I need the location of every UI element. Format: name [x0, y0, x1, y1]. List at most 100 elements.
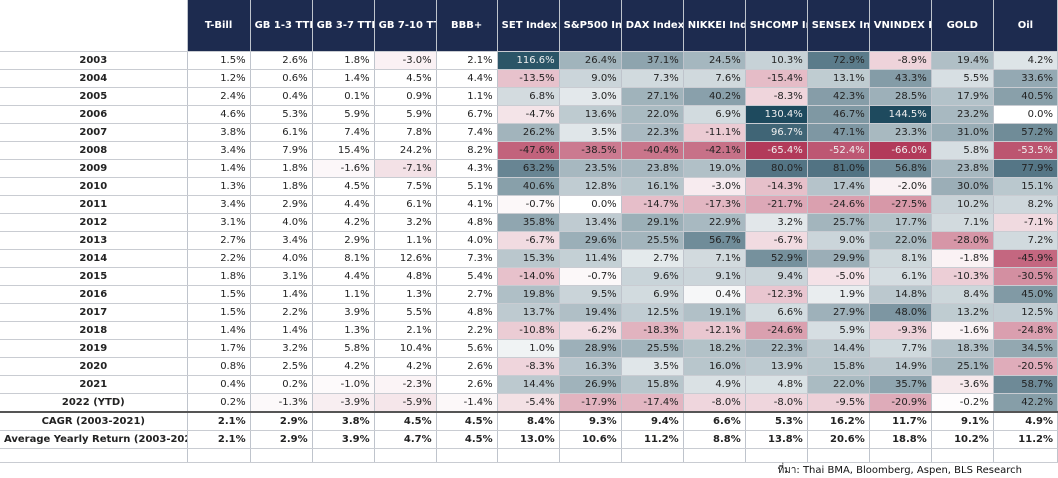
- cell-vnindex-index: 23.3%: [869, 123, 932, 142]
- cell-gb-1-3-ttm: 2.9%: [250, 430, 313, 449]
- cell-gb-7-10-ttm: 5.5%: [374, 303, 437, 322]
- cell-dax-index: 25.5%: [621, 339, 684, 358]
- cell-t-bill: 2.7%: [187, 231, 251, 250]
- cell-gb-3-7-ttm: 3.8%: [312, 411, 375, 431]
- cell-oil: 12.5%: [993, 303, 1058, 322]
- blank-cell: [436, 448, 498, 463]
- cell-gold: 25.1%: [931, 357, 994, 376]
- cell-nikkei-index: -12.1%: [683, 321, 746, 340]
- cell-shcomp-index: 130.4%: [745, 105, 808, 124]
- cell-nikkei-index: 19.0%: [683, 159, 746, 178]
- cell-gold: 8.4%: [931, 285, 994, 304]
- cell-s-p500-index: 0.0%: [559, 195, 622, 214]
- cell-oil: 58.7%: [993, 375, 1058, 394]
- cell-bbb: 4.8%: [436, 213, 498, 232]
- blank-cell: [312, 448, 375, 463]
- cell-t-bill: 1.5%: [187, 51, 251, 70]
- cell-gb-1-3-ttm: 4.0%: [250, 249, 313, 268]
- cell-gold: 19.4%: [931, 51, 994, 70]
- cell-vnindex-index: -2.0%: [869, 177, 932, 196]
- table-row: 2017 1.5% 2.2% 3.9% 5.5% 4.8% 13.7% 19.4% 12.5% 1…: [0, 303, 1058, 322]
- cell-set-index: 8.4%: [497, 411, 560, 431]
- cell-vnindex-index: 35.7%: [869, 375, 932, 394]
- table-row: 2022 (YTD) 0.2% -1.3% -3.9% -5.9% -1.4% -5.4% -…: [0, 393, 1058, 413]
- cell-nikkei-index: 19.1%: [683, 303, 746, 322]
- cell-dax-index: 37.1%: [621, 51, 684, 70]
- cell-oil: 8.2%: [993, 195, 1058, 214]
- cell-gb-3-7-ttm: 0.1%: [312, 87, 375, 106]
- cell-sensex-index: -52.4%: [807, 141, 870, 160]
- cell-gold: 10.2%: [931, 430, 994, 449]
- cell-set-index: 13.0%: [497, 430, 560, 449]
- cell-gb-7-10-ttm: 6.1%: [374, 195, 437, 214]
- cell-nikkei-index: -3.0%: [683, 177, 746, 196]
- table-row: 2009 1.4% 1.8% -1.6% -7.1% 4.3% 63.2% 23.5% 23.8…: [0, 159, 1058, 178]
- column-header-gb-1-3-ttm: GB 1-3 TTM: [250, 0, 313, 52]
- cell-gb-3-7-ttm: -3.9%: [312, 393, 375, 413]
- blank-cell: [683, 448, 746, 463]
- cell-vnindex-index: 14.9%: [869, 357, 932, 376]
- cell-set-index: 13.7%: [497, 303, 560, 322]
- cell-oil: 57.2%: [993, 123, 1058, 142]
- cell-gb-3-7-ttm: 7.4%: [312, 123, 375, 142]
- cell-s-p500-index: -38.5%: [559, 141, 622, 160]
- cell-oil: -7.1%: [993, 213, 1058, 232]
- cell-s-p500-index: 9.0%: [559, 69, 622, 88]
- cell-nikkei-index: 9.1%: [683, 267, 746, 286]
- cell-dax-index: 15.8%: [621, 375, 684, 394]
- cell-oil: 34.5%: [993, 339, 1058, 358]
- cell-sensex-index: -24.6%: [807, 195, 870, 214]
- cell-shcomp-index: -24.6%: [745, 321, 808, 340]
- cell-shcomp-index: 13.9%: [745, 357, 808, 376]
- cell-dax-index: 29.1%: [621, 213, 684, 232]
- cell-dax-index: 22.3%: [621, 123, 684, 142]
- cell-bbb: 4.5%: [436, 411, 498, 431]
- cell-gb-7-10-ttm: 4.7%: [374, 430, 437, 449]
- cell-nikkei-index: 56.7%: [683, 231, 746, 250]
- cell-oil: -45.9%: [993, 249, 1058, 268]
- cell-shcomp-index: 13.8%: [745, 430, 808, 449]
- blank-cell: [559, 448, 622, 463]
- cell-bbb: 5.1%: [436, 177, 498, 196]
- cell-shcomp-index: -15.4%: [745, 69, 808, 88]
- cell-s-p500-index: 11.4%: [559, 249, 622, 268]
- cell-bbb: 4.0%: [436, 231, 498, 250]
- cell-set-index: 116.6%: [497, 51, 560, 70]
- column-header-s-p500-index: S&P500 Index: [559, 0, 622, 52]
- blank-cell: [807, 448, 870, 463]
- table-row: 2010 1.3% 1.8% 4.5% 7.5% 5.1% 40.6% 12.8% 16.1% -…: [0, 177, 1058, 196]
- cell-t-bill: 1.3%: [187, 177, 251, 196]
- cell-gold: -1.8%: [931, 249, 994, 268]
- cell-vnindex-index: 22.0%: [869, 231, 932, 250]
- cell-gb-3-7-ttm: 1.8%: [312, 51, 375, 70]
- row-year-label: 2009: [0, 159, 188, 178]
- cell-dax-index: -14.7%: [621, 195, 684, 214]
- cell-t-bill: 1.7%: [187, 339, 251, 358]
- blank-row: [0, 448, 1058, 463]
- table-row: 2006 4.6% 5.3% 5.9% 5.9% 6.7% -4.7% 13.6% 22.0% 6…: [0, 105, 1058, 124]
- cell-vnindex-index: 14.8%: [869, 285, 932, 304]
- column-header-shcomp-index: SHCOMP Index: [745, 0, 808, 52]
- cell-nikkei-index: 24.5%: [683, 51, 746, 70]
- cell-nikkei-index: -17.3%: [683, 195, 746, 214]
- cell-gb-1-3-ttm: 2.5%: [250, 357, 313, 376]
- cell-s-p500-index: -17.9%: [559, 393, 622, 413]
- cell-s-p500-index: 3.5%: [559, 123, 622, 142]
- cell-sensex-index: -9.5%: [807, 393, 870, 413]
- cell-shcomp-index: 10.3%: [745, 51, 808, 70]
- cell-sensex-index: 22.0%: [807, 375, 870, 394]
- cell-sensex-index: 9.0%: [807, 231, 870, 250]
- cell-gb-7-10-ttm: 4.2%: [374, 357, 437, 376]
- table-row: 2008 3.4% 7.9% 15.4% 24.2% 8.2% -47.6% -38.5% -4…: [0, 141, 1058, 160]
- cell-dax-index: -17.4%: [621, 393, 684, 413]
- cell-oil: 15.1%: [993, 177, 1058, 196]
- column-header-nikkei-index: NIKKEI Index: [683, 0, 746, 52]
- cell-gold: 30.0%: [931, 177, 994, 196]
- cell-s-p500-index: -6.2%: [559, 321, 622, 340]
- cell-gb-1-3-ttm: 2.9%: [250, 195, 313, 214]
- cell-set-index: 15.3%: [497, 249, 560, 268]
- cell-gb-3-7-ttm: 4.2%: [312, 213, 375, 232]
- cell-nikkei-index: 40.2%: [683, 87, 746, 106]
- blank-cell: [250, 448, 313, 463]
- cell-gb-7-10-ttm: -3.0%: [374, 51, 437, 70]
